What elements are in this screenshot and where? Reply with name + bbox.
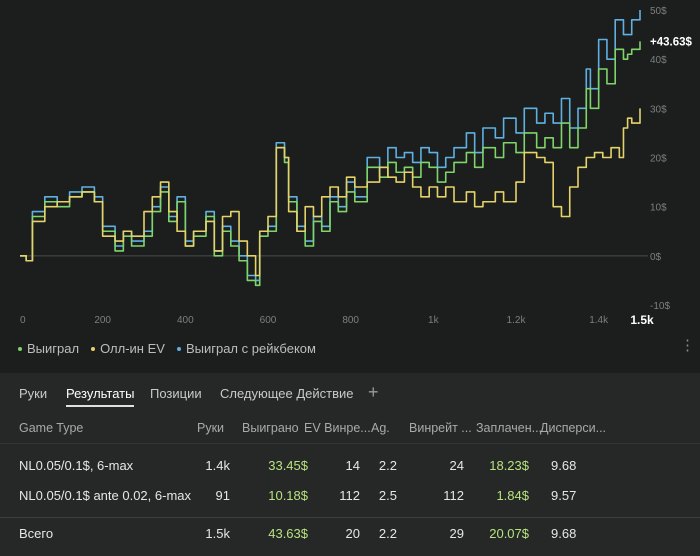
y-tick-label: 50$: [650, 6, 667, 17]
col-hands[interactable]: Руки: [197, 421, 225, 435]
header-divider: [0, 443, 700, 444]
table-row[interactable]: NL0.05/0.1$ ante 0.02, 6-max 91 10.18$ 1…: [0, 481, 700, 511]
cell-game-type: NL0.05/0.1$ ante 0.02, 6-max: [19, 488, 192, 503]
cell-hands: 1.4k: [205, 458, 230, 473]
cell-won: 33.45$: [268, 458, 308, 473]
add-tab-button[interactable]: +: [368, 382, 379, 402]
cell-aggression: 2.2: [378, 458, 397, 473]
tab-results[interactable]: Результаты: [66, 386, 135, 407]
chart-svg: 50$ 40$ 30$ 20$ 10$ 0$ -10$ 0 200 400 600 800 1k 1.2k…: [20, 6, 692, 327]
col-ev-winrate[interactable]: EV Винре...: [304, 421, 371, 435]
y-tick-label: -10$: [650, 301, 670, 312]
x-tick-label: 400: [177, 315, 194, 326]
col-paid[interactable]: Заплачен...: [476, 421, 543, 435]
legend-dot: [91, 346, 96, 351]
y-tick-label: 20$: [650, 154, 667, 165]
cell-variance: 9.68: [551, 526, 577, 541]
cell-winrate: 29: [449, 526, 464, 541]
cell-paid: 20.07$: [489, 526, 529, 541]
x-tick-label: 0: [20, 315, 26, 326]
tab-bar: Руки Результаты Позиции Следующее Действ…: [0, 373, 700, 409]
cell-won: 43.63$: [268, 526, 308, 541]
x-tick-label: 1k: [428, 315, 440, 326]
x-tick-label: 200: [94, 315, 111, 326]
legend-dot: [176, 346, 181, 351]
cell-game-type: NL0.05/0.1$, 6-max: [19, 458, 134, 473]
y-tick-label: 10$: [650, 203, 667, 214]
x-tick-label: 1.2k: [507, 315, 527, 326]
cell-aggression: 2.2: [378, 526, 397, 541]
legend-label: Выиграл: [27, 341, 80, 356]
cell-winrate: 24: [449, 458, 464, 473]
table-total-row[interactable]: Всего 1.5k 43.63$ 20 2.2 29 20.07$ 9.68: [0, 519, 700, 549]
y-tick-label: 0$: [650, 252, 662, 263]
series-line: [20, 41, 641, 287]
x-tick-label: 600: [260, 315, 277, 326]
stats-panel: Руки Результаты Позиции Следующее Действ…: [0, 373, 700, 556]
end-value-label: +43.63$: [650, 36, 692, 48]
results-chart: 50$ 40$ 30$ 20$ 10$ 0$ -10$ 0 200 400 600 800 1k 1.2k…: [20, 6, 693, 327]
kebab-menu-icon[interactable]: ⋮: [680, 337, 695, 354]
series-line: [20, 10, 641, 282]
tab-positions[interactable]: Позиции: [150, 386, 202, 401]
cell-winrate: 112: [443, 488, 464, 503]
x-tick-label: 1.4k: [589, 315, 609, 326]
y-tick-label: 40$: [650, 55, 667, 66]
cell-aggression: 2.5: [378, 488, 397, 503]
cell-variance: 9.57: [551, 488, 577, 503]
tab-next-action[interactable]: Следующее Действие: [220, 386, 354, 401]
cell-ev-winrate: 20: [345, 526, 360, 541]
table-row[interactable]: NL0.05/0.1$, 6-max 1.4k 33.45$ 14 2.2 24…: [0, 451, 700, 481]
col-won[interactable]: Выиграно: [242, 421, 299, 435]
cell-total-label: Всего: [19, 526, 54, 541]
total-divider: [0, 517, 700, 518]
cell-won: 10.18$: [268, 488, 308, 503]
legend-item-won[interactable]: Выиграл: [18, 341, 79, 356]
legend-item-allin-ev[interactable]: Олл-ин EV: [91, 341, 165, 356]
col-game-type[interactable]: Game Type: [19, 421, 84, 435]
y-tick-label: 30$: [650, 104, 667, 115]
cell-paid: 18.23$: [489, 458, 529, 473]
legend-label: Выиграл с рейкбеком: [185, 341, 316, 356]
col-variance[interactable]: Дисперси...: [540, 421, 607, 435]
legend-label: Олл-ин EV: [100, 341, 165, 356]
tab-hands[interactable]: Руки: [19, 386, 48, 401]
cell-paid: 1.84$: [496, 488, 529, 503]
cell-hands: 91: [215, 488, 230, 503]
cell-ev-winrate: 14: [345, 458, 360, 473]
legend-dot: [18, 346, 22, 351]
col-winrate[interactable]: Винрейт ...: [409, 421, 472, 435]
x-tick-label: 800: [342, 315, 359, 326]
cell-variance: 9.68: [551, 458, 577, 473]
cell-ev-winrate: 112: [339, 488, 360, 503]
chart-legend: Выиграл Олл-ин EV Выиграл с рейкбеком: [18, 341, 316, 356]
series-line: [20, 108, 641, 277]
x-tick-label-current: 1.5k: [630, 313, 654, 327]
cell-hands: 1.5k: [205, 526, 230, 541]
col-aggression[interactable]: Ag.: [371, 421, 390, 435]
legend-item-won-rakeback[interactable]: Выиграл с рейкбеком: [176, 341, 316, 356]
